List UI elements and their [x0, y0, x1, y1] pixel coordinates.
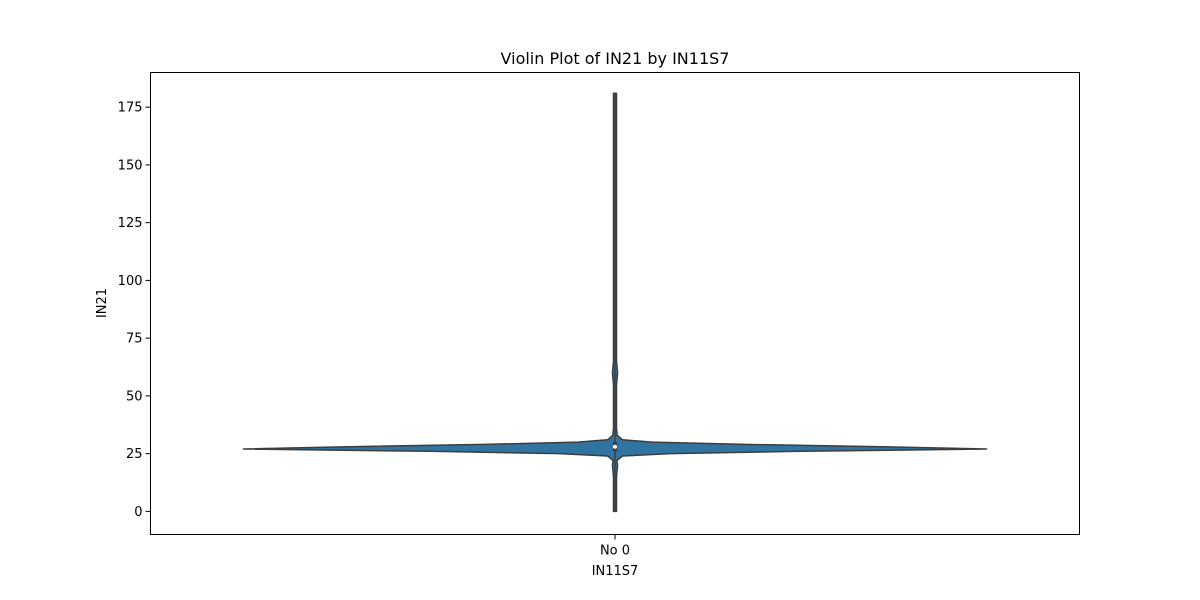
x-axis-label: IN11S7 — [592, 564, 639, 579]
y-tick-label: 150 — [118, 158, 143, 173]
y-tick-label: 175 — [118, 101, 143, 116]
x-axis: No 0 — [600, 534, 630, 559]
y-tick-label: 0 — [134, 505, 142, 520]
chart-title: Violin Plot of IN21 by IN11S7 — [501, 49, 730, 68]
x-tick-label: No 0 — [600, 544, 630, 559]
y-tick-label: 75 — [126, 332, 143, 347]
y-tick-label: 125 — [118, 216, 143, 231]
y-axis-label: IN21 — [95, 288, 110, 318]
y-tick-label: 100 — [118, 274, 143, 289]
y-tick-label: 25 — [126, 447, 143, 462]
median-marker — [613, 444, 617, 449]
plot-area — [242, 92, 988, 513]
y-tick-label: 50 — [126, 389, 143, 404]
y-axis: 0 25 50 75 100 125 150 175 — [118, 101, 151, 520]
